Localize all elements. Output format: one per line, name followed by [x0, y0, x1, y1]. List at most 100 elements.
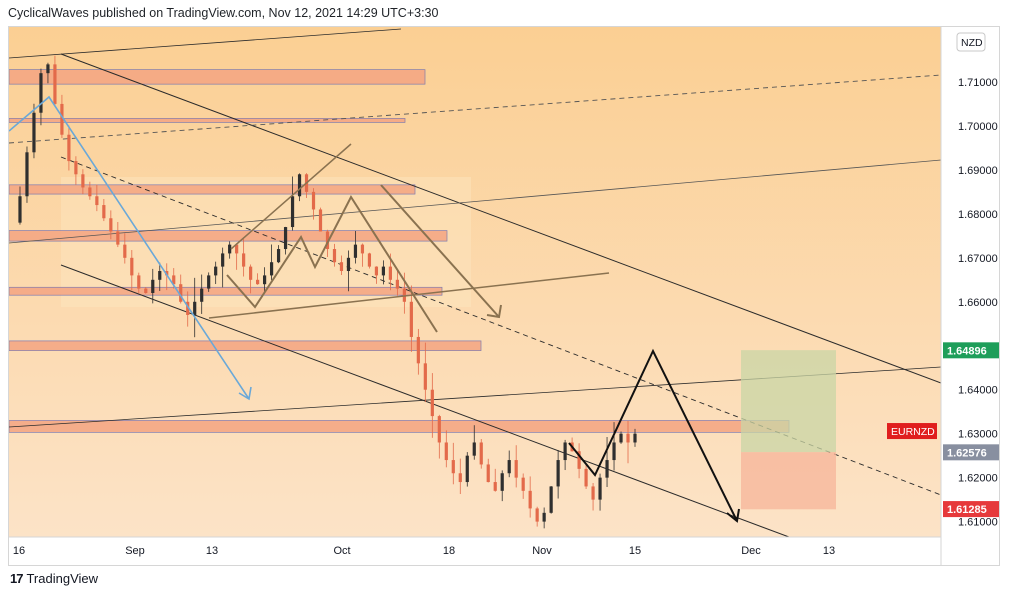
- symbol-label: EURNZD: [891, 426, 935, 438]
- time-tick-label: 16: [13, 545, 25, 557]
- candle-body: [74, 161, 78, 175]
- candle-body: [367, 253, 372, 267]
- stop-price-tag: [943, 501, 999, 518]
- harmonic-pattern-path: [226, 194, 438, 333]
- candle-body: [591, 486, 595, 500]
- candle-body: [479, 442, 483, 465]
- price-tick-label: 1.70000: [958, 121, 998, 133]
- price-tick-label: 1.61000: [958, 517, 998, 529]
- price-zone-7: [9, 420, 790, 433]
- target-zone-box: [741, 350, 836, 453]
- stop-zone-box: [741, 452, 836, 510]
- candle-body: [612, 442, 616, 461]
- ascending-line: [9, 159, 941, 244]
- candle-body: [137, 275, 141, 289]
- candle-body: [200, 288, 204, 302]
- candle-body: [116, 231, 120, 245]
- pattern-base-line: [208, 272, 610, 319]
- price-tick-label: 1.66000: [958, 297, 998, 309]
- candle-body: [39, 73, 43, 113]
- price-tick-label: 1.64000: [958, 385, 998, 397]
- candle-body: [256, 279, 260, 285]
- price-zone-6: [9, 340, 482, 351]
- price-zone-1: [9, 69, 426, 85]
- candle-body: [25, 152, 29, 197]
- candle-body: [165, 271, 169, 276]
- candle-body: [521, 477, 525, 491]
- time-tick-label: Nov: [532, 545, 552, 557]
- candle-body: [514, 460, 518, 478]
- candle-body: [549, 486, 553, 513]
- candle-body: [193, 301, 197, 315]
- candle-body: [542, 512, 546, 522]
- target-price-tag: [943, 342, 999, 359]
- candle-body: [465, 455, 469, 483]
- candle-body: [605, 460, 609, 478]
- candle-body: [430, 389, 434, 417]
- chart-publisher-caption: CyclicalWaves published on TradingView.c…: [8, 6, 439, 20]
- candle-body: [276, 249, 281, 263]
- price-tick-label: 1.69000: [958, 165, 998, 177]
- candle-body: [409, 301, 413, 337]
- candle-body: [46, 64, 50, 74]
- candle-body: [493, 482, 497, 491]
- candle-body: [402, 288, 406, 302]
- price-zone-2: [9, 118, 406, 123]
- candle-body: [283, 227, 288, 250]
- candle-body: [214, 266, 218, 276]
- plot-layer: [9, 28, 941, 537]
- time-tick-label: 13: [206, 545, 218, 557]
- chart-panel[interactable]: 1.610001.620001.630001.640001.650001.660…: [8, 26, 1000, 566]
- tradingview-logo-icon: 17: [10, 571, 24, 586]
- candle-body: [472, 442, 476, 456]
- candle-body: [388, 266, 392, 280]
- candle-body: [353, 244, 358, 258]
- highlight-band: [61, 177, 471, 307]
- stop-price-value: 1.61285: [947, 504, 987, 516]
- dashed-upper-line: [9, 74, 941, 144]
- candle-body: [242, 253, 246, 267]
- candle-body: [53, 64, 57, 104]
- price-zone-4: [9, 230, 448, 242]
- time-tick-label: Dec: [741, 545, 761, 557]
- candle-body: [290, 196, 295, 228]
- candle-body: [130, 257, 134, 276]
- candle-body: [346, 257, 351, 272]
- candle-body: [88, 187, 92, 197]
- price-tick-label: 1.67000: [958, 253, 998, 265]
- candle-body: [297, 174, 302, 197]
- candle-body: [563, 442, 567, 461]
- candle-body: [416, 336, 420, 364]
- forecast-arrowhead: [726, 508, 740, 523]
- tradingview-brand[interactable]: 17 TradingView: [10, 571, 98, 586]
- candle-body: [60, 103, 64, 135]
- pattern-arrowhead: [486, 304, 502, 319]
- candle-body: [228, 244, 232, 254]
- candle-body: [507, 460, 511, 474]
- price-chart[interactable]: 1.610001.620001.630001.640001.650001.660…: [9, 27, 999, 565]
- candle-body: [318, 209, 323, 232]
- price-tick-label: 1.63000: [958, 429, 998, 441]
- candle-body: [144, 288, 148, 293]
- candle-body: [535, 508, 539, 522]
- pattern-upper-leg: [230, 143, 352, 250]
- candle-body: [598, 477, 602, 500]
- candle-body: [339, 262, 344, 272]
- candle-body: [395, 279, 399, 289]
- candle-body: [269, 262, 274, 276]
- price-zone-5: [9, 286, 443, 296]
- time-tick-label: Oct: [333, 545, 350, 557]
- candle-body: [179, 284, 183, 302]
- candle-body: [123, 244, 127, 258]
- blue-arrowhead: [238, 386, 252, 401]
- current-price-value: 1.62576: [947, 447, 987, 459]
- time-tick-label: Sep: [125, 545, 145, 557]
- currency-badge: [956, 32, 986, 52]
- candle-body: [626, 433, 630, 443]
- candle-body: [458, 473, 462, 483]
- candle-body: [584, 468, 588, 487]
- candle-body: [381, 266, 386, 276]
- pattern-projection-leg: [380, 184, 500, 318]
- channel-upper-line: [60, 53, 941, 384]
- candle-body: [451, 460, 455, 474]
